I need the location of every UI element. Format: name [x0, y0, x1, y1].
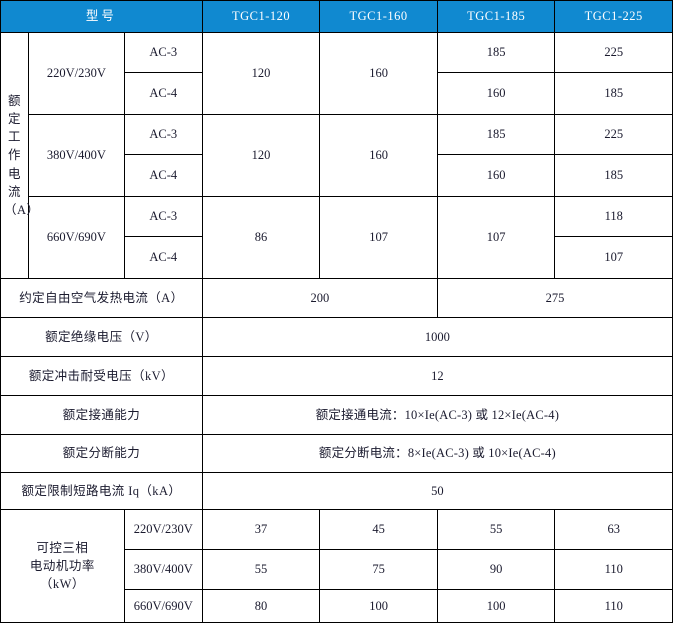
- making-capacity-value: 额定接通电流：10×Ie(AC-3) 或 12×Ie(AC-4): [201, 395, 674, 435]
- cell-220v-ac3-tgc185: 185: [436, 32, 556, 73]
- motor-power-220v-tgc160: 45: [319, 509, 438, 550]
- rated-current-label-line-3: 电流: [8, 166, 22, 199]
- row-rated-current-380v-ac3: 380V/400V AC-3 120 160 185 225: [1, 114, 673, 197]
- cell-380v-ac3-tgc225: 225: [554, 114, 673, 155]
- row-thermal-current: 约定自由空气发热电流（A） 200 275: [0, 278, 674, 318]
- thermal-current-label: 约定自由空气发热电流（A）: [0, 278, 203, 318]
- row-rated-current-660v-ac4: AC-4 107: [1, 236, 673, 279]
- cell-220v-tgc160: 160: [319, 32, 438, 115]
- table-header-row: 型号 TGC1-120 TGC1-160 TGC1-185 TGC1-225: [0, 0, 673, 33]
- thermal-current-value-right: 275: [436, 278, 674, 318]
- motor-power-voltage-660v: 660V/690V: [123, 589, 203, 623]
- row-short-circuit-current: 额定限制短路电流 Iq（kA） 50: [0, 472, 674, 510]
- header-model-label: 型号: [0, 0, 203, 33]
- row-breaking-capacity: 额定分断能力 额定分断电流：8×Ie(AC-3) 或 10×Ie(AC-4): [0, 434, 674, 473]
- cell-380v-ac3-tgc185: 185: [436, 114, 556, 155]
- insulation-voltage-value: 1000: [201, 317, 674, 357]
- cell-380v-ac4-tgc225: 185: [554, 154, 673, 197]
- motor-power-label-line-1: 可控三相: [36, 540, 89, 555]
- insulation-voltage-label: 额定绝缘电压（V）: [0, 317, 203, 357]
- row-making-capacity: 额定接通能力 额定接通电流：10×Ie(AC-3) 或 12×Ie(AC-4): [0, 395, 674, 435]
- header-model-tgc185: TGC1-185: [436, 0, 556, 33]
- short-circuit-current-label: 额定限制短路电流 Iq（kA）: [0, 472, 203, 510]
- motor-power-660v-tgc185: 100: [436, 589, 556, 623]
- rated-current-label-line-1: 额定: [8, 94, 22, 127]
- motor-power-660v-tgc225: 110: [554, 589, 673, 623]
- motor-power-voltage-380v: 380V/400V: [123, 549, 203, 590]
- cell-220v-ac4-tgc185: 160: [436, 72, 556, 115]
- cell-660v-tgc185: 107: [436, 196, 556, 279]
- motor-power-voltage-220v: 220V/230V: [123, 509, 203, 550]
- motor-power-220v-tgc225: 63: [554, 509, 673, 550]
- cell-660v-tgc120: 86: [201, 196, 321, 279]
- utilization-category-ac4-660v: AC-4: [123, 236, 203, 279]
- row-motor-power-380v: 380V/400V 55 75 90 110: [1, 549, 673, 590]
- header-model-tgc225: TGC1-225: [554, 0, 673, 33]
- motor-power-380v-tgc225: 110: [554, 549, 673, 590]
- voltage-label-660v: 660V/690V: [28, 196, 125, 279]
- rated-current-label-line-4: （A）: [4, 202, 40, 217]
- row-rated-current-220v-ac3: 额定 工作 电流 （A） 220V/230V AC-3 120 160 185 …: [0, 32, 673, 279]
- motor-power-660v-tgc160: 100: [319, 589, 438, 623]
- voltage-label-380v: 380V/400V: [28, 114, 125, 197]
- thermal-current-value-left: 200: [201, 278, 438, 318]
- breaking-capacity-value: 额定分断电流：8×Ie(AC-3) 或 10×Ie(AC-4): [201, 434, 674, 473]
- voltage-label-220v: 220V/230V: [28, 32, 125, 115]
- motor-power-220v-tgc185: 55: [436, 509, 556, 550]
- cell-380v-ac4-tgc185: 160: [436, 154, 556, 197]
- utilization-category-ac3-380v: AC-3: [123, 114, 203, 155]
- motor-power-220v-tgc120: 37: [201, 509, 321, 550]
- motor-power-660v-tgc120: 80: [201, 589, 321, 623]
- utilization-category-ac3-660v: AC-3: [123, 196, 203, 237]
- cell-660v-ac3-tgc225: 118: [554, 196, 673, 237]
- impulse-voltage-value: 12: [201, 356, 674, 396]
- making-capacity-label: 额定接通能力: [0, 395, 203, 435]
- breaking-capacity-label: 额定分断能力: [0, 434, 203, 473]
- header-model-tgc160: TGC1-160: [319, 0, 438, 33]
- header-model-tgc120: TGC1-120: [201, 0, 321, 33]
- short-circuit-current-value: 50: [201, 472, 674, 510]
- row-motor-power-220v: 可控三相 电动机功率 （kW） 220V/230V 37 45 55 63: [0, 509, 673, 623]
- motor-power-380v-tgc160: 75: [319, 549, 438, 590]
- row-rated-current-220v-ac4: AC-4 160 185: [1, 72, 673, 115]
- row-impulse-voltage: 额定冲击耐受电压（kV） 12: [0, 356, 674, 396]
- utilization-category-ac3: AC-3: [123, 32, 203, 73]
- cell-220v-ac3-tgc225: 225: [554, 32, 673, 73]
- cell-380v-tgc120: 120: [201, 114, 321, 197]
- rated-current-section-label: 额定 工作 电流 （A）: [0, 32, 39, 279]
- motor-power-label-line-2: 电动机功率: [29, 558, 95, 573]
- cell-660v-ac4-tgc225: 107: [554, 236, 673, 279]
- motor-power-label-line-3: （kW）: [39, 577, 85, 592]
- row-rated-current-660v-ac3: 660V/690V AC-3 86 107 107 118: [1, 196, 673, 279]
- utilization-category-ac4-380v: AC-4: [123, 154, 203, 197]
- cell-380v-tgc160: 160: [319, 114, 438, 197]
- motor-power-380v-tgc120: 55: [201, 549, 321, 590]
- cell-220v-ac4-tgc225: 185: [554, 72, 673, 115]
- motor-power-section-label: 可控三相 电动机功率 （kW）: [0, 509, 125, 623]
- cell-220v-tgc120: 120: [201, 32, 321, 115]
- utilization-category-ac4: AC-4: [123, 72, 203, 115]
- row-rated-current-380v-ac4: AC-4 160 185: [1, 154, 673, 197]
- rated-current-label-line-2: 工作: [8, 130, 22, 163]
- motor-power-380v-tgc185: 90: [436, 549, 556, 590]
- impulse-voltage-label: 额定冲击耐受电压（kV）: [0, 356, 203, 396]
- row-insulation-voltage: 额定绝缘电压（V） 1000: [0, 317, 674, 357]
- cell-660v-tgc160: 107: [319, 196, 438, 279]
